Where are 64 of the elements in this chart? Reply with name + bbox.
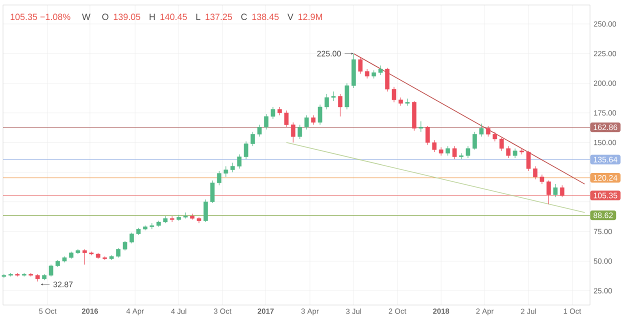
candlestick [48, 264, 54, 277]
candlestick [506, 146, 511, 158]
candlestick [217, 170, 222, 186]
candlestick [479, 123, 484, 137]
candlestick [284, 110, 289, 128]
candlestick [210, 180, 215, 204]
candlestick [446, 146, 450, 156]
annotation: 12.9M [298, 14, 322, 20]
candlestick [331, 91, 336, 102]
candlestick [224, 166, 228, 178]
candlestick [324, 94, 329, 110]
candlestick [378, 65, 383, 76]
candlestick [492, 132, 498, 142]
candlestick [358, 56, 363, 74]
annotation: 140.45 [160, 14, 187, 20]
candlestick [540, 174, 544, 184]
annotation: O [102, 14, 108, 20]
candlestick [432, 140, 437, 152]
candlestick [290, 122, 296, 143]
candlestick [385, 68, 390, 92]
candlestick [204, 199, 208, 222]
candlestick [264, 114, 268, 130]
candlestick [560, 184, 564, 198]
candlestick [533, 166, 538, 180]
candlestick [257, 124, 262, 137]
candlestick [425, 126, 430, 146]
annotation: 105.35 −1.08% [10, 14, 70, 20]
candlestick [122, 240, 128, 251]
candlestick [392, 86, 396, 103]
annotation: 139.05 [114, 14, 140, 20]
candlestick [338, 94, 342, 117]
candlestick [452, 146, 457, 160]
candlestick [311, 114, 316, 126]
annotation: 138.45 [252, 14, 279, 20]
annotation: W [82, 14, 90, 20]
candlestick [418, 120, 424, 132]
annotation: V [287, 14, 294, 20]
candlestick [466, 146, 470, 158]
candlestick [405, 98, 410, 106]
annotation: L [196, 14, 200, 20]
annotation: H [150, 14, 155, 20]
candlestick [237, 154, 242, 169]
candlestick [553, 184, 558, 198]
candlestick [364, 68, 370, 79]
annotation: 137.25 [206, 14, 232, 20]
candlestick [486, 126, 490, 137]
annotation: C [241, 14, 247, 20]
candlestick [230, 162, 235, 172]
candlestick [116, 248, 120, 258]
candlestick [130, 232, 134, 244]
candlestick [318, 104, 322, 126]
candlestick [244, 141, 248, 160]
candlestick [304, 114, 309, 130]
candlestick [526, 150, 531, 172]
candlestick [499, 138, 504, 152]
candlestick [298, 124, 302, 140]
candlestick [183, 212, 188, 219]
candlestick [82, 248, 87, 265]
candlestick [512, 148, 518, 158]
candlestick [546, 180, 551, 205]
candlestick [270, 106, 276, 120]
candlestick [472, 132, 477, 150]
candlestick [344, 82, 350, 110]
candlestick [250, 132, 255, 146]
